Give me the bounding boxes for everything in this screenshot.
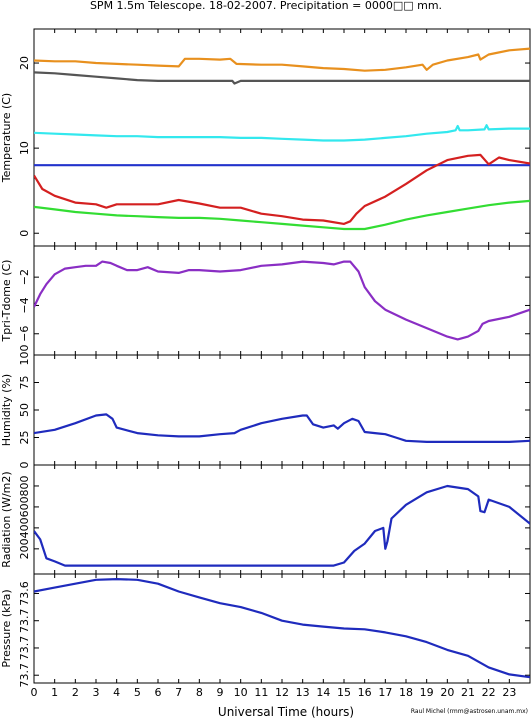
x-tick-label: 2 [72, 686, 79, 699]
x-tick-label: 17 [378, 686, 392, 699]
x-tick-label: 7 [175, 686, 182, 699]
x-tick-label: 20 [440, 686, 454, 699]
y-tick-label: 800 [18, 475, 31, 496]
x-tick-label: 23 [502, 686, 516, 699]
y-axis-label-humidity: Humidity (%) [0, 374, 13, 446]
y-tick-label: 10 [18, 141, 31, 155]
x-tick-label: 12 [275, 686, 289, 699]
panel-frame-radiation [33, 464, 531, 575]
y-axis-label-temperature: Temperature (C) [0, 93, 13, 183]
x-tick-label: 15 [337, 686, 351, 699]
credit-text: Raul Michel (rmm@astrosen.unam.mx) [411, 708, 528, 715]
x-tick-label: 14 [316, 686, 330, 699]
y-tick-label: 50 [18, 403, 31, 417]
x-tick-label: 21 [461, 686, 475, 699]
x-tick-label: 4 [113, 686, 120, 699]
x-tick-label: 8 [196, 686, 203, 699]
x-tick-label: 22 [482, 686, 496, 699]
series-line-temperature-2 [34, 124, 530, 142]
panel-temperature: 0 10 20 Temperature (C) [0, 28, 531, 247]
y-tick-label: 20 [18, 56, 31, 70]
series-line-temperature-5 [34, 199, 530, 231]
y-tick-label: −6 [18, 326, 31, 342]
series-line-radiation-0 [34, 484, 530, 567]
y-tick-label: 100 [18, 345, 31, 366]
x-tick-label: 3 [93, 686, 100, 699]
panel-frame-temperature [33, 28, 531, 247]
x-tick-label: 9 [217, 686, 224, 699]
chart-title: SPM 1.5m Telescope. 18-02-2007. Precipit… [90, 0, 442, 12]
x-tick-label: 10 [234, 686, 248, 699]
y-tick-label: −2 [18, 269, 31, 285]
series-line-temperature-1 [34, 71, 530, 85]
x-tick-label: 13 [296, 686, 310, 699]
x-axis-label: Universal Time (hours) [218, 705, 354, 719]
y-tick-label: 73.6 [18, 581, 31, 606]
y-tick-label: 200 [18, 538, 31, 559]
x-tick-label: 0 [31, 686, 38, 699]
y-tick-label: 73.7 [18, 608, 31, 633]
series-line-tpri-0 [34, 260, 530, 341]
y-tick-label: 0 [18, 230, 31, 237]
y-axis-label-pressure: Pressure (kPa) [0, 589, 13, 667]
y-tick-label: 400 [18, 517, 31, 538]
series-line-pressure-0 [34, 578, 530, 679]
panel-frame-pressure [33, 573, 531, 684]
x-tick-label: 16 [358, 686, 372, 699]
panel-tpri: −2 −4 −6 Tpri-Tdome (C) [0, 245, 531, 356]
x-tick-label: 18 [399, 686, 413, 699]
series-line-temperature-0 [34, 47, 530, 72]
x-tick-label: 19 [420, 686, 434, 699]
y-tick-label: 600 [18, 496, 31, 517]
y-axis-label-tpri: Tpri-Tdome (C) [0, 260, 13, 343]
y-tick-label: −4 [18, 297, 31, 313]
panel-humidity: 0 25 50 75 100 Humidity (%) [0, 345, 531, 469]
series-line-humidity-0 [34, 413, 530, 443]
panel-frame-humidity [33, 354, 531, 466]
y-tick-label: 73.7 [18, 663, 31, 688]
x-tick-label: 11 [254, 686, 268, 699]
y-tick-label: 0 [18, 462, 31, 469]
panel-pressure: 73.7 73.7 73.7 73.6 Pressure (kPa) [0, 573, 531, 688]
x-tick-label: 5 [134, 686, 141, 699]
y-tick-label: 25 [18, 431, 31, 445]
series-line-temperature-4 [34, 153, 530, 225]
y-tick-label: 73.7 [18, 636, 31, 661]
x-tick-label: 1 [51, 686, 58, 699]
y-tick-label: 75 [18, 376, 31, 390]
x-tick-label: 6 [155, 686, 162, 699]
y-axis-label-radiation: Radiation (W/m2) [0, 471, 13, 567]
